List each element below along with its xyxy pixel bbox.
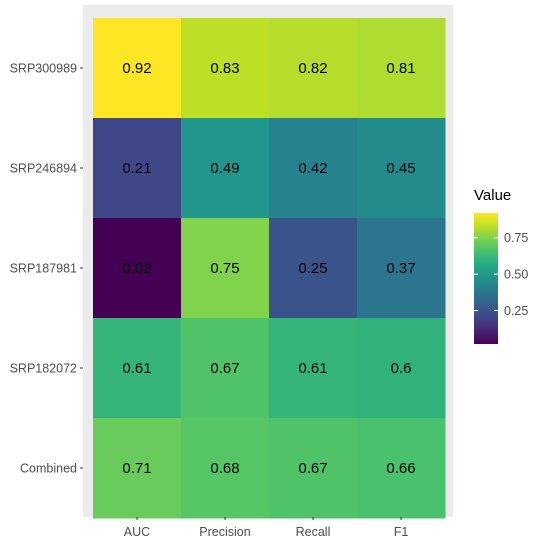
heatmap-cell (357, 18, 446, 119)
heatmap-cell (269, 318, 358, 419)
heatmap-cell (269, 18, 358, 119)
cell-value-label: 0.82 (298, 60, 327, 77)
cell-value-label: 0.02 (122, 260, 151, 277)
heatmap-cell (357, 118, 446, 219)
heatmap-cell (269, 218, 358, 319)
cell-value-label: 0.67 (210, 360, 239, 377)
y-tick-label: SRP246894 (10, 162, 77, 176)
legend-tick-label: 0.75 (504, 231, 528, 245)
heatmap-cell (93, 118, 182, 219)
cell-value-label: 0.45 (386, 160, 415, 177)
heatmap-cell (357, 218, 446, 319)
x-tick-label: Recall (296, 525, 331, 539)
y-tick-label: SRP187981 (10, 262, 77, 276)
heatmap-cell-labels: 0.92 0.83 0.82 0.81 0.21 0.49 0.42 0.45 0.02 0.75… (122, 60, 415, 477)
cell-value-label: 0.25 (298, 260, 327, 277)
heatmap-cell (181, 218, 270, 319)
cell-value-label: 0.21 (122, 160, 151, 177)
heatmap-cell (93, 218, 182, 319)
heatmap-cell (181, 18, 270, 119)
cell-value-label: 0.61 (298, 360, 327, 377)
cell-value-label: 0.83 (210, 60, 239, 77)
heatmap-cell (181, 318, 270, 419)
heatmap-cell (93, 18, 182, 119)
heatmap-cell (181, 118, 270, 219)
legend-colorbar (474, 213, 498, 344)
cell-value-label: 0.75 (210, 260, 239, 277)
cell-value-label: 0.68 (210, 460, 239, 477)
y-tick-label: SRP300989 (10, 62, 77, 76)
legend-title: Value (474, 187, 511, 204)
heatmap-cell (181, 418, 270, 519)
cell-value-label: 0.61 (122, 360, 151, 377)
y-axis: SRP300989 SRP246894 SRP187981 SRP182072 Comb… (10, 62, 83, 476)
heatmap-cell (269, 418, 358, 519)
cell-value-label: 0.6 (391, 360, 412, 377)
y-tick-label: SRP182072 (10, 362, 77, 376)
heatmap-cell (93, 418, 182, 519)
legend-tick-label: 0.50 (504, 268, 528, 282)
cell-value-label: 0.71 (122, 460, 151, 477)
x-tick-label: Precision (199, 525, 250, 539)
legend-ticks: 0.25 0.50 0.75 (474, 231, 528, 318)
cell-value-label: 0.49 (210, 160, 239, 177)
legend-tick-label: 0.25 (504, 304, 528, 318)
heatmap-cell (357, 418, 446, 519)
y-tick-label: Combined (20, 462, 77, 476)
x-tick-label: AUC (124, 525, 150, 539)
cell-value-label: 0.92 (122, 60, 151, 77)
cell-value-label: 0.37 (386, 260, 415, 277)
x-tick-label: F1 (394, 525, 409, 539)
cell-value-label: 0.42 (298, 160, 327, 177)
heatmap-cell (269, 118, 358, 219)
heatmap-cells (93, 18, 446, 519)
x-axis: AUC Precision Recall F1 (124, 517, 409, 539)
heatmap-cell (93, 318, 182, 419)
heatmap-cell (357, 318, 446, 419)
cell-value-label: 0.67 (298, 460, 327, 477)
color-legend: Value 0.25 0.50 0.75 (474, 187, 528, 344)
cell-value-label: 0.81 (386, 60, 415, 77)
cell-value-label: 0.66 (386, 460, 415, 477)
